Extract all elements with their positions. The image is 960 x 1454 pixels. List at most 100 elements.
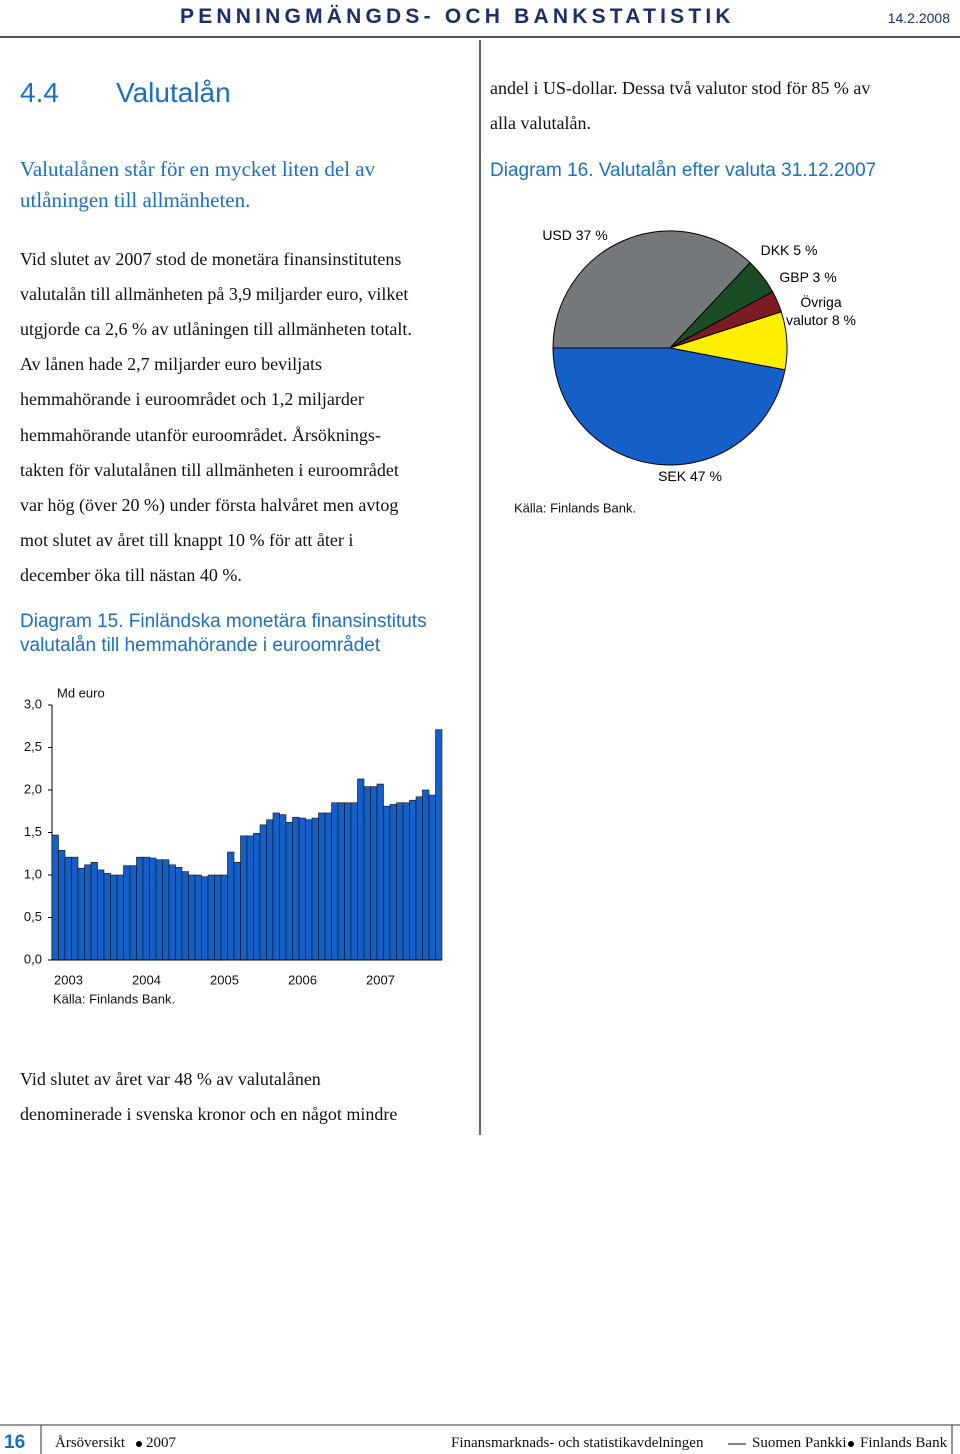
bar (110, 874, 118, 961)
bar (344, 802, 352, 961)
body-text: alla valutalån. (490, 113, 591, 133)
chart-title: valutalån till hemmahörande i euroområde… (20, 635, 381, 656)
bar (272, 812, 280, 961)
body-text: hemmahörande i euroområdet och 1,2 milja… (20, 389, 364, 410)
section-number: 4.4 (20, 77, 59, 108)
footer-department: Finansmarknads- och statistikavdelningen (451, 1435, 704, 1451)
bar (285, 821, 293, 961)
bar (240, 835, 248, 961)
bar (136, 856, 144, 961)
bar (318, 812, 326, 961)
body-text: Vid slutet av året var 48 % av valutalån… (20, 1069, 321, 1089)
x-tick-label: 2003 (54, 972, 83, 987)
bar (201, 876, 209, 961)
bar (363, 786, 371, 961)
section-title: Valutalån (116, 77, 231, 108)
bar (337, 802, 345, 961)
body-text: december öka till nästan 40 %. (20, 564, 242, 585)
bar (97, 869, 105, 961)
bar (253, 833, 261, 961)
lead-text: Valutalånen står för en mycket liten del… (20, 157, 376, 181)
y-tick-label: 2,0 (24, 781, 42, 796)
x-tick-label: 2004 (132, 972, 161, 987)
footer-bullet (136, 1441, 142, 1447)
bar (84, 864, 92, 961)
bar (168, 864, 176, 961)
y-tick-label: 1,5 (24, 824, 42, 839)
chart-title: Diagram 15. Finländska monetära finansin… (20, 611, 427, 632)
y-axis-unit: Md euro (57, 685, 105, 700)
y-tick-label: 3,0 (24, 696, 42, 711)
slice-label: Övriga valutor 8 % (785, 294, 857, 329)
bar (64, 856, 72, 961)
bar (409, 799, 417, 961)
bar (396, 802, 404, 961)
bar (116, 874, 124, 961)
y-tick-label: 0,5 (24, 909, 42, 924)
body-text: andel i US-dollar. Dessa två valutor sto… (490, 78, 871, 98)
body-text: var hög (över 20 %) under första halvåre… (20, 494, 399, 515)
footer-bank-fi: Suomen Pankki (752, 1435, 847, 1451)
body-text: mot slutet av året till knappt 10 % för … (20, 529, 354, 550)
bar (181, 871, 189, 961)
bar (188, 874, 196, 961)
bar (214, 874, 222, 961)
y-tick-label: 1,0 (24, 866, 42, 881)
x-tick-label: 2006 (288, 972, 317, 987)
bar (58, 850, 66, 961)
footer-bank-sv: Finlands Bank (860, 1435, 948, 1451)
footer-bullet (848, 1441, 854, 1447)
slice-label: DKK 5 % (760, 242, 818, 258)
slice-label: USD 37 % (542, 227, 608, 243)
bar (370, 786, 378, 961)
bar (207, 874, 215, 961)
body-text: hemmahörande utanför euroområdet. Årsökn… (20, 424, 381, 445)
header-title: PENNINGMÄNGDS- OCH BANKSTATISTIK (180, 5, 735, 28)
bar (175, 867, 183, 961)
pie-slice (552, 347, 786, 466)
body-text: denominerade i svenska kronor och en någ… (20, 1104, 398, 1124)
bar (383, 805, 391, 961)
chart-source: Källa: Finlands Bank. (514, 500, 636, 515)
body-text: valutalån till allmänheten på 3,9 miljar… (20, 284, 409, 305)
bar (311, 817, 319, 961)
y-tick-label: 2,5 (24, 739, 42, 754)
bar (376, 783, 384, 961)
bar (194, 874, 202, 961)
bar (227, 851, 235, 961)
y-tick-label: 0,0 (24, 951, 42, 966)
bar (71, 856, 79, 961)
bar (389, 804, 397, 961)
footer-year: 2007 (146, 1435, 176, 1451)
bar (123, 865, 131, 961)
header-date: 14.2.2008 (887, 10, 950, 26)
bar (246, 835, 254, 961)
x-tick-label: 2007 (366, 972, 395, 987)
bar (298, 817, 306, 961)
bar (90, 861, 98, 961)
bar (259, 824, 267, 961)
bar (149, 857, 157, 961)
bar (305, 819, 313, 961)
body-text: utgjorde ca 2,6 % av utlåningen till all… (20, 319, 412, 340)
body-text: Av lånen hade 2,7 miljarder euro bevilja… (20, 354, 323, 375)
footer-publication: Årsöversikt (55, 1435, 125, 1451)
bar (331, 802, 339, 961)
chart-title: Diagram 16. Valutalån efter valuta 31.12… (490, 160, 877, 181)
bar (415, 796, 423, 961)
slice-label: GBP 3 % (779, 269, 837, 285)
bar (428, 794, 436, 961)
bar (233, 861, 241, 961)
bar (77, 867, 85, 961)
bar (402, 802, 410, 961)
bar (155, 859, 163, 961)
bar (129, 865, 137, 961)
bar (142, 856, 150, 961)
lead-text: utlåningen till allmänheten. (20, 188, 251, 212)
chart-source: Källa: Finlands Bank. (53, 991, 175, 1006)
bar (357, 778, 365, 961)
bar (162, 859, 170, 961)
bar (279, 814, 287, 961)
